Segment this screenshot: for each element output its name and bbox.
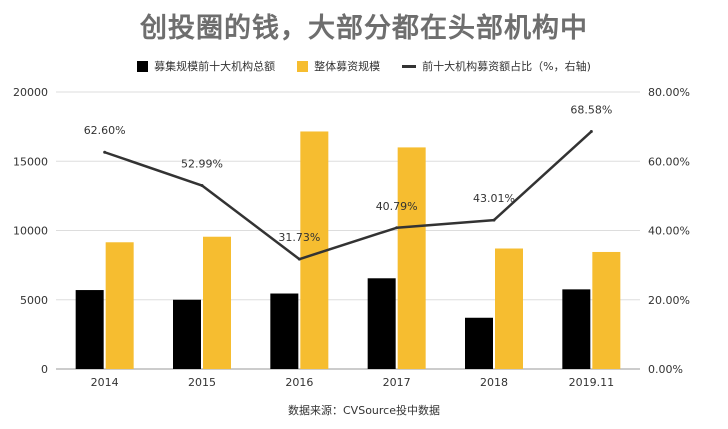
y-right-tick-label: 60.00%: [648, 155, 690, 168]
share-point: [395, 226, 399, 230]
share-point: [589, 130, 593, 134]
share-data-label: 31.73%: [278, 231, 320, 244]
y-right-tick-label: 0.00%: [648, 363, 683, 376]
share-data-label: 52.99%: [181, 158, 223, 171]
share-data-label: 68.58%: [570, 104, 612, 117]
share-line: [104, 130, 593, 261]
x-tick-label: 2016: [285, 376, 313, 389]
bar-overall: [592, 251, 621, 369]
legend-swatch-black: [137, 60, 149, 72]
y-right-tick-label: 20.00%: [648, 294, 690, 307]
share-point: [103, 150, 107, 154]
bar-overall: [203, 236, 231, 369]
legend-label-overall: 整体募资规模: [314, 60, 381, 73]
source-note: 数据来源：CVSource投中数据: [288, 404, 440, 417]
bar-overall: [105, 242, 134, 369]
legend-label-share: 前十大机构募资额占比（%，右轴): [422, 60, 591, 73]
x-tick-label: 2017: [383, 376, 411, 389]
y-left-tick-label: 20000: [13, 86, 48, 99]
share-data-label: 43.01%: [473, 192, 515, 205]
y-left-tick-label: 10000: [13, 225, 48, 238]
bar-overall: [495, 248, 523, 369]
y-left-tick-label: 15000: [13, 155, 48, 168]
y-right-tick-label: 80.00%: [648, 86, 690, 99]
bar-top10-total: [173, 299, 201, 369]
y-left-tick-label: 0: [41, 363, 48, 376]
bar-top10-total: [562, 289, 591, 369]
y-right-tick-label: 40.00%: [648, 225, 690, 238]
chart-legend: 募集规模前十大机构总额 整体募资规模 前十大机构募资额占比（%，右轴): [0, 58, 728, 74]
x-tick-label: 2014: [91, 376, 119, 389]
bar-top10-total: [465, 317, 493, 369]
bar-top10-total: [367, 278, 396, 369]
legend-swatch-yellow: [297, 60, 309, 72]
share-data-label: 62.60%: [84, 124, 126, 137]
bar-top10-total: [270, 293, 299, 369]
chart-title: 创投圈的钱，大部分都在头部机构中: [140, 13, 588, 44]
y-left-tick-label: 5000: [20, 294, 48, 307]
share-point: [492, 218, 496, 222]
bar-overall: [397, 147, 426, 369]
bar-top10-total: [75, 290, 104, 369]
share-point: [297, 257, 301, 261]
legend-swatch-line: [402, 64, 417, 68]
share-point: [200, 184, 204, 188]
legend-item-overall: 整体募资规模: [297, 58, 380, 74]
x-tick-label: 2015: [188, 376, 216, 389]
x-tick-label: 2019.11: [569, 376, 615, 389]
share-data-label: 40.79%: [376, 200, 418, 213]
legend-item-top10-total: 募集规模前十大机构总额: [137, 58, 275, 74]
x-tick-label: 2018: [480, 376, 508, 389]
legend-item-share: 前十大机构募资额占比（%，右轴): [402, 58, 591, 74]
legend-label-top10-total: 募集规模前十大机构总额: [154, 60, 276, 73]
